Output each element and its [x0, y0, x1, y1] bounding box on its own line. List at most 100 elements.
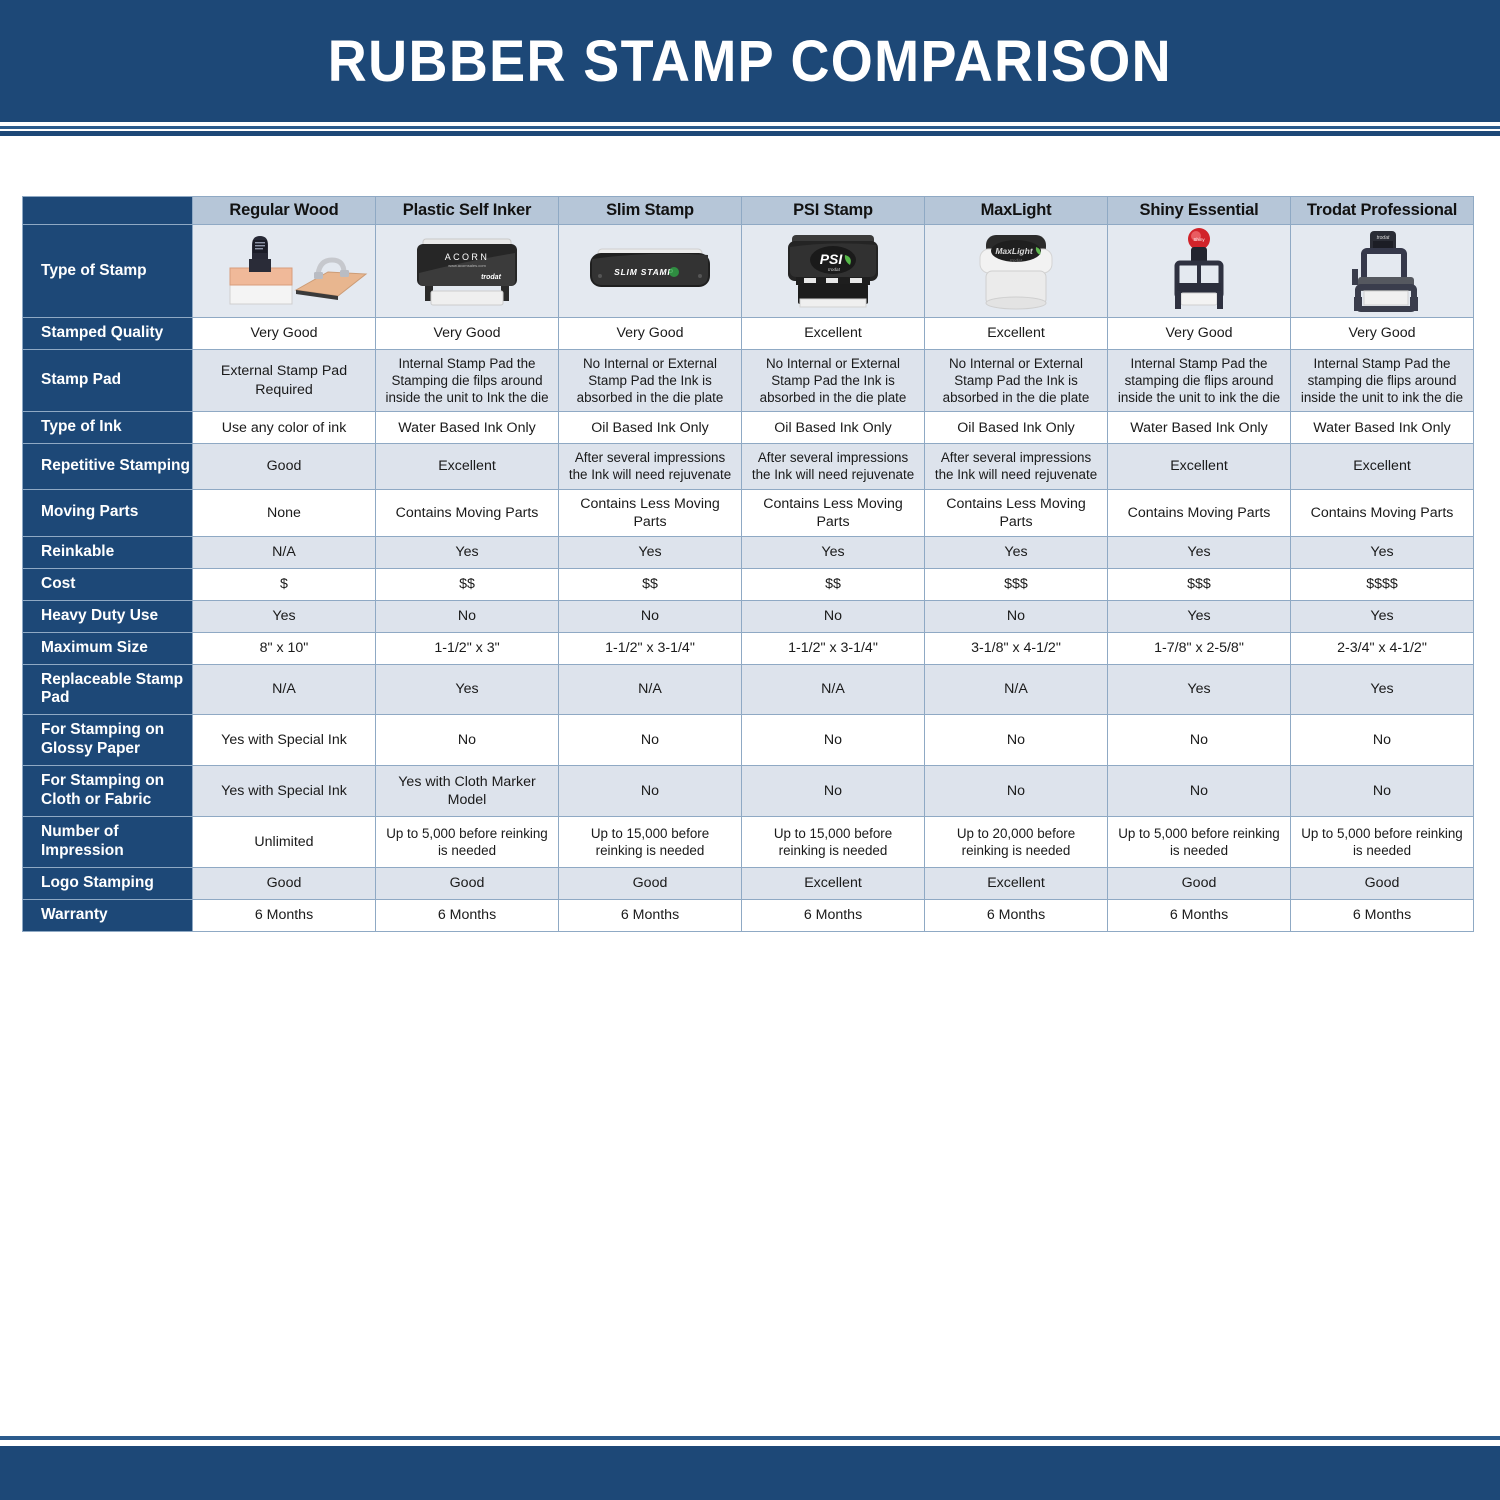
- table-cell: Unlimited: [192, 816, 376, 868]
- table-cell: Excellent: [1107, 443, 1291, 490]
- table-cell: Internal Stamp Pad the Stamping die filp…: [375, 348, 559, 413]
- row-label-stamp-pad: Stamp Pad: [22, 348, 193, 413]
- table-cell: External Stamp Pad Required: [192, 348, 376, 413]
- table-cell: $$: [375, 567, 559, 601]
- column-header-shiny-essential: Shiny Essential: [1107, 196, 1291, 225]
- table-cell: $$$: [1107, 567, 1291, 601]
- row-label-number-of-impression: Number of Impression: [22, 816, 193, 868]
- table-cell: Up to 20,000 before reinking is needed: [924, 816, 1108, 868]
- table-cell: Very Good: [1107, 317, 1291, 350]
- table-cell: Yes: [1107, 535, 1291, 569]
- table-cell: 8" x 10": [192, 631, 376, 665]
- table-cell: Excellent: [1290, 443, 1474, 490]
- table-cell: Water Based Ink Only: [375, 411, 559, 445]
- row-label-for-stamping-on-glossy-paper: For Stamping on Glossy Paper: [22, 714, 193, 767]
- table-row: Type of Stamp: [22, 224, 1474, 318]
- table-cell: Yes with Cloth Marker Model: [375, 765, 559, 817]
- table-cell: No: [558, 599, 742, 633]
- table-cell: Excellent: [741, 866, 925, 900]
- svg-text:trodat: trodat: [481, 274, 502, 281]
- row-label-moving-parts: Moving Parts: [22, 488, 193, 537]
- product-image-cell: PSI trodat: [741, 224, 925, 318]
- svg-text:trodat: trodat: [828, 267, 840, 272]
- row-label-warranty: Warranty: [22, 898, 193, 932]
- slim-stamp-icon: SLIM STAMP: [559, 225, 741, 317]
- column-header-psi-stamp: PSI Stamp: [741, 196, 925, 225]
- table-cell: Contains Less Moving Parts: [924, 488, 1108, 537]
- svg-text:www.acornsales.com: www.acornsales.com: [448, 263, 486, 268]
- table-cell: Excellent: [924, 317, 1108, 350]
- svg-text:trodat: trodat: [1010, 258, 1022, 263]
- table-row: Stamped Quality Very Good Very Good Very Go…: [22, 317, 1474, 350]
- table-row: Maximum Size 8" x 10" 1-1/2" x 3" 1-1/2" x …: [22, 631, 1474, 665]
- table-cell: 3-1/8" x 4-1/2": [924, 631, 1108, 665]
- product-image-cell: Shiny: [1107, 224, 1291, 318]
- table-cell: No Internal or External Stamp Pad the In…: [924, 348, 1108, 413]
- table-cell: Water Based Ink Only: [1107, 411, 1291, 445]
- table-cell: N/A: [558, 663, 742, 716]
- table-cell: No: [924, 765, 1108, 817]
- table-cell: Contains Less Moving Parts: [558, 488, 742, 537]
- table-cell: No: [741, 599, 925, 633]
- table-cell: Good: [1107, 866, 1291, 900]
- table-cell: 1-1/2" x 3-1/4": [558, 631, 742, 665]
- table-cell: Up to 5,000 before reinking is needed: [1290, 816, 1474, 868]
- table-row: Number of Impression Unlimited Up to 5,000…: [22, 816, 1474, 868]
- psi-stamp-icon: PSI trodat: [742, 225, 924, 317]
- table-cell: 6 Months: [741, 898, 925, 932]
- table-cell: Excellent: [924, 866, 1108, 900]
- svg-text:SLIM STAMP: SLIM STAMP: [614, 267, 674, 277]
- svg-text:Shiny: Shiny: [1193, 237, 1205, 242]
- table-cell: No Internal or External Stamp Pad the In…: [741, 348, 925, 413]
- table-cell: Excellent: [741, 317, 925, 350]
- banner-divider-upper: [0, 126, 1500, 129]
- table-cell: 1-7/8" x 2-5/8": [1107, 631, 1291, 665]
- table-cell: Yes: [192, 599, 376, 633]
- table-cell: Up to 15,000 before reinking is needed: [558, 816, 742, 868]
- table-cell: Oil Based Ink Only: [741, 411, 925, 445]
- table-cell: No: [924, 714, 1108, 767]
- table-cell: 6 Months: [375, 898, 559, 932]
- table-cell: 6 Months: [1107, 898, 1291, 932]
- svg-text:MaxLight: MaxLight: [995, 246, 1033, 256]
- table-cell: Yes: [375, 535, 559, 569]
- table-row: Moving Parts None Contains Moving Parts Con…: [22, 488, 1474, 537]
- table-cell: Contains Moving Parts: [1107, 488, 1291, 537]
- table-row: Reinkable N/A Yes Yes Yes Yes Yes Yes: [22, 535, 1474, 569]
- row-label-reinkable: Reinkable: [22, 535, 193, 569]
- table-row: For Stamping on Cloth or Fabric Yes with …: [22, 765, 1474, 817]
- table-cell: 6 Months: [924, 898, 1108, 932]
- table-cell: Yes: [1107, 663, 1291, 716]
- table-cell: No: [1107, 714, 1291, 767]
- table-cell: Good: [375, 866, 559, 900]
- table-cell: 2-3/4" x 4-1/2": [1290, 631, 1474, 665]
- table-cell: Yes: [1290, 663, 1474, 716]
- table-cell: Excellent: [375, 443, 559, 490]
- svg-text:ACORN: ACORN: [445, 252, 490, 262]
- table-row: Type of Ink Use any color of ink Water Bas…: [22, 411, 1474, 445]
- table-cell: N/A: [741, 663, 925, 716]
- table-row: Logo Stamping Good Good Good Excellent Excell…: [22, 866, 1474, 900]
- table-cell: Contains Moving Parts: [375, 488, 559, 537]
- table-cell: Contains Moving Parts: [1290, 488, 1474, 537]
- table-cell: Internal Stamp Pad the stamping die flip…: [1290, 348, 1474, 413]
- table-cell: $$$: [924, 567, 1108, 601]
- table-cell: Good: [1290, 866, 1474, 900]
- page-footer: [0, 1446, 1500, 1500]
- table-cell: Use any color of ink: [192, 411, 376, 445]
- table-cell: Up to 5,000 before reinking is needed: [1107, 816, 1291, 868]
- table-cell: Up to 5,000 before reinking is needed: [375, 816, 559, 868]
- table-cell: Very Good: [558, 317, 742, 350]
- table-cell: No: [1107, 765, 1291, 817]
- table-header-row: Regular Wood Plastic Self Inker Slim Stamp…: [22, 196, 1474, 225]
- footer-divider: [0, 1436, 1500, 1440]
- table-cell: No Internal or External Stamp Pad the In…: [558, 348, 742, 413]
- table-cell: 1-1/2" x 3-1/4": [741, 631, 925, 665]
- table-cell: 1-1/2" x 3": [375, 631, 559, 665]
- product-image-cell: SLIM STAMP: [558, 224, 742, 318]
- row-label-type-of-ink: Type of Ink: [22, 411, 193, 445]
- table-cell: 6 Months: [558, 898, 742, 932]
- table-cell: Good: [558, 866, 742, 900]
- table-cell: Good: [192, 443, 376, 490]
